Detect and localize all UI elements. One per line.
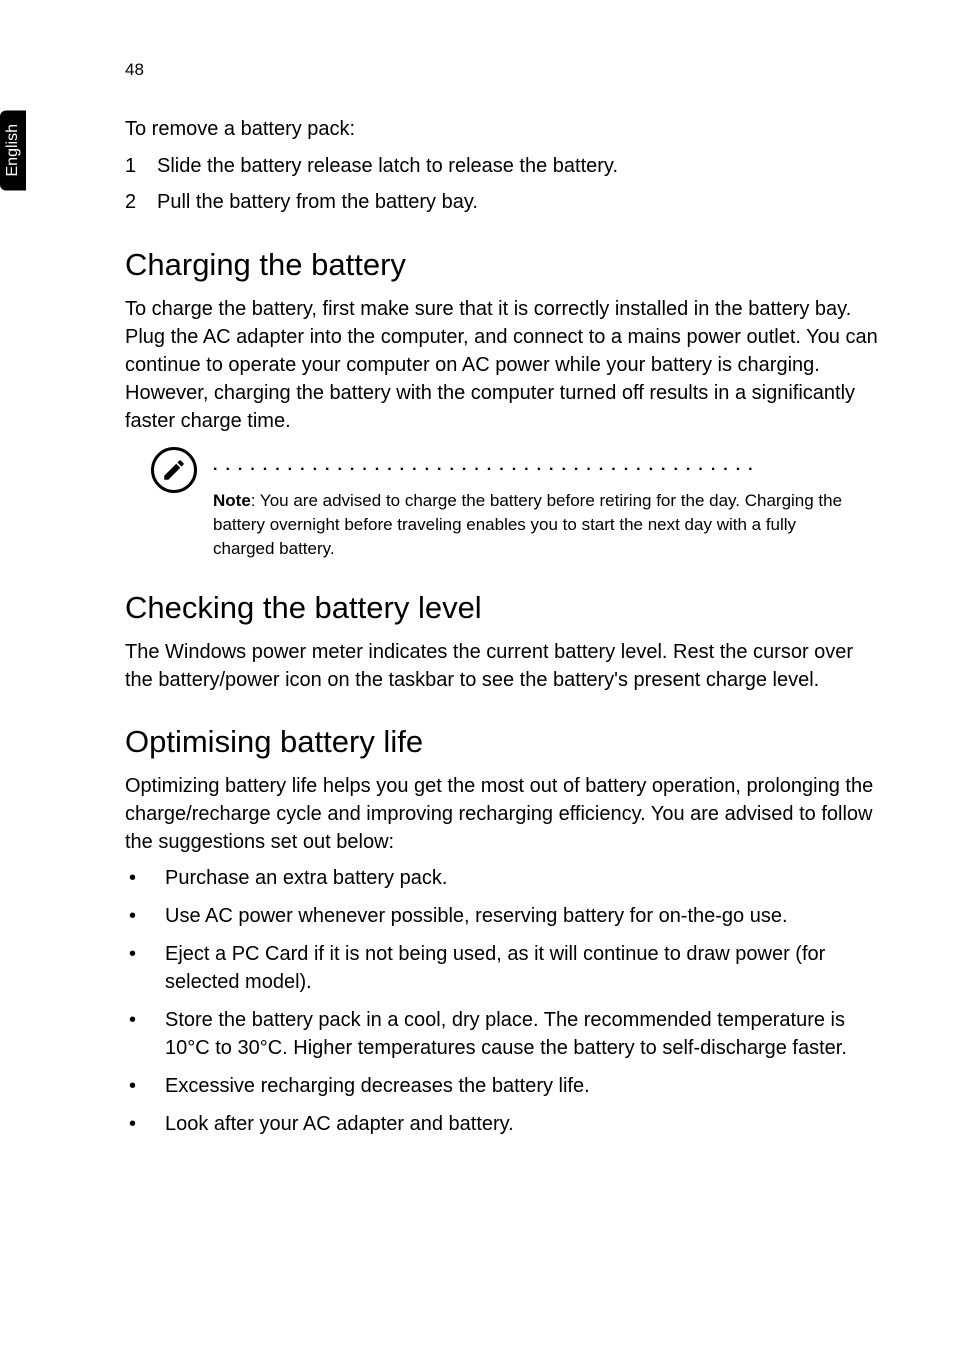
language-tab: English [0,110,26,190]
bullet-text: Look after your AC adapter and battery. [165,1110,885,1138]
remove-steps-list: 1 Slide the battery release latch to rel… [125,151,885,217]
bullet-text: Excessive recharging decreases the batte… [165,1072,885,1100]
bullet-text: Store the battery pack in a cool, dry pl… [165,1006,885,1062]
note-content: ........................................… [213,447,885,560]
list-item: • Purchase an extra battery pack. [125,864,885,892]
bullet-text: Purchase an extra battery pack. [165,864,885,892]
checking-body: The Windows power meter indicates the cu… [125,638,885,694]
bullet-icon: • [125,902,165,930]
bullet-icon: • [125,940,165,996]
note-body: : You are advised to charge the battery … [213,491,842,558]
note-text: Note: You are advised to charge the batt… [213,489,885,560]
note-label: Note [213,491,251,510]
step-number: 1 [125,151,157,181]
bullet-text: Eject a PC Card if it is not being used,… [165,940,885,996]
bullet-icon: • [125,864,165,892]
charging-body: To charge the battery, first make sure t… [125,295,885,435]
dotted-divider: ........................................… [213,457,885,475]
list-item: 1 Slide the battery release latch to rel… [125,151,885,181]
list-item: • Eject a PC Card if it is not being use… [125,940,885,996]
step-number: 2 [125,187,157,217]
section-title-checking: Checking the battery level [125,590,885,626]
bullet-text: Use AC power whenever possible, reservin… [165,902,885,930]
list-item: • Use AC power whenever possible, reserv… [125,902,885,930]
page-number: 48 [125,60,144,80]
list-item: • Look after your AC adapter and battery… [125,1110,885,1138]
note-block: ........................................… [125,447,885,560]
optimising-bullets: • Purchase an extra battery pack. • Use … [125,864,885,1138]
bullet-icon: • [125,1006,165,1062]
step-text: Pull the battery from the battery bay. [157,187,885,217]
list-item: • Excessive recharging decreases the bat… [125,1072,885,1100]
intro-line: To remove a battery pack: [125,115,885,143]
page-content: To remove a battery pack: 1 Slide the ba… [125,115,885,1148]
bullet-icon: • [125,1072,165,1100]
bullet-icon: • [125,1110,165,1138]
list-item: • Store the battery pack in a cool, dry … [125,1006,885,1062]
list-item: 2 Pull the battery from the battery bay. [125,187,885,217]
section-title-charging: Charging the battery [125,247,885,283]
step-text: Slide the battery release latch to relea… [157,151,885,181]
section-title-optimising: Optimising battery life [125,724,885,760]
pencil-icon [161,457,187,483]
optimising-body: Optimizing battery life helps you get th… [125,772,885,856]
note-icon [151,447,197,493]
